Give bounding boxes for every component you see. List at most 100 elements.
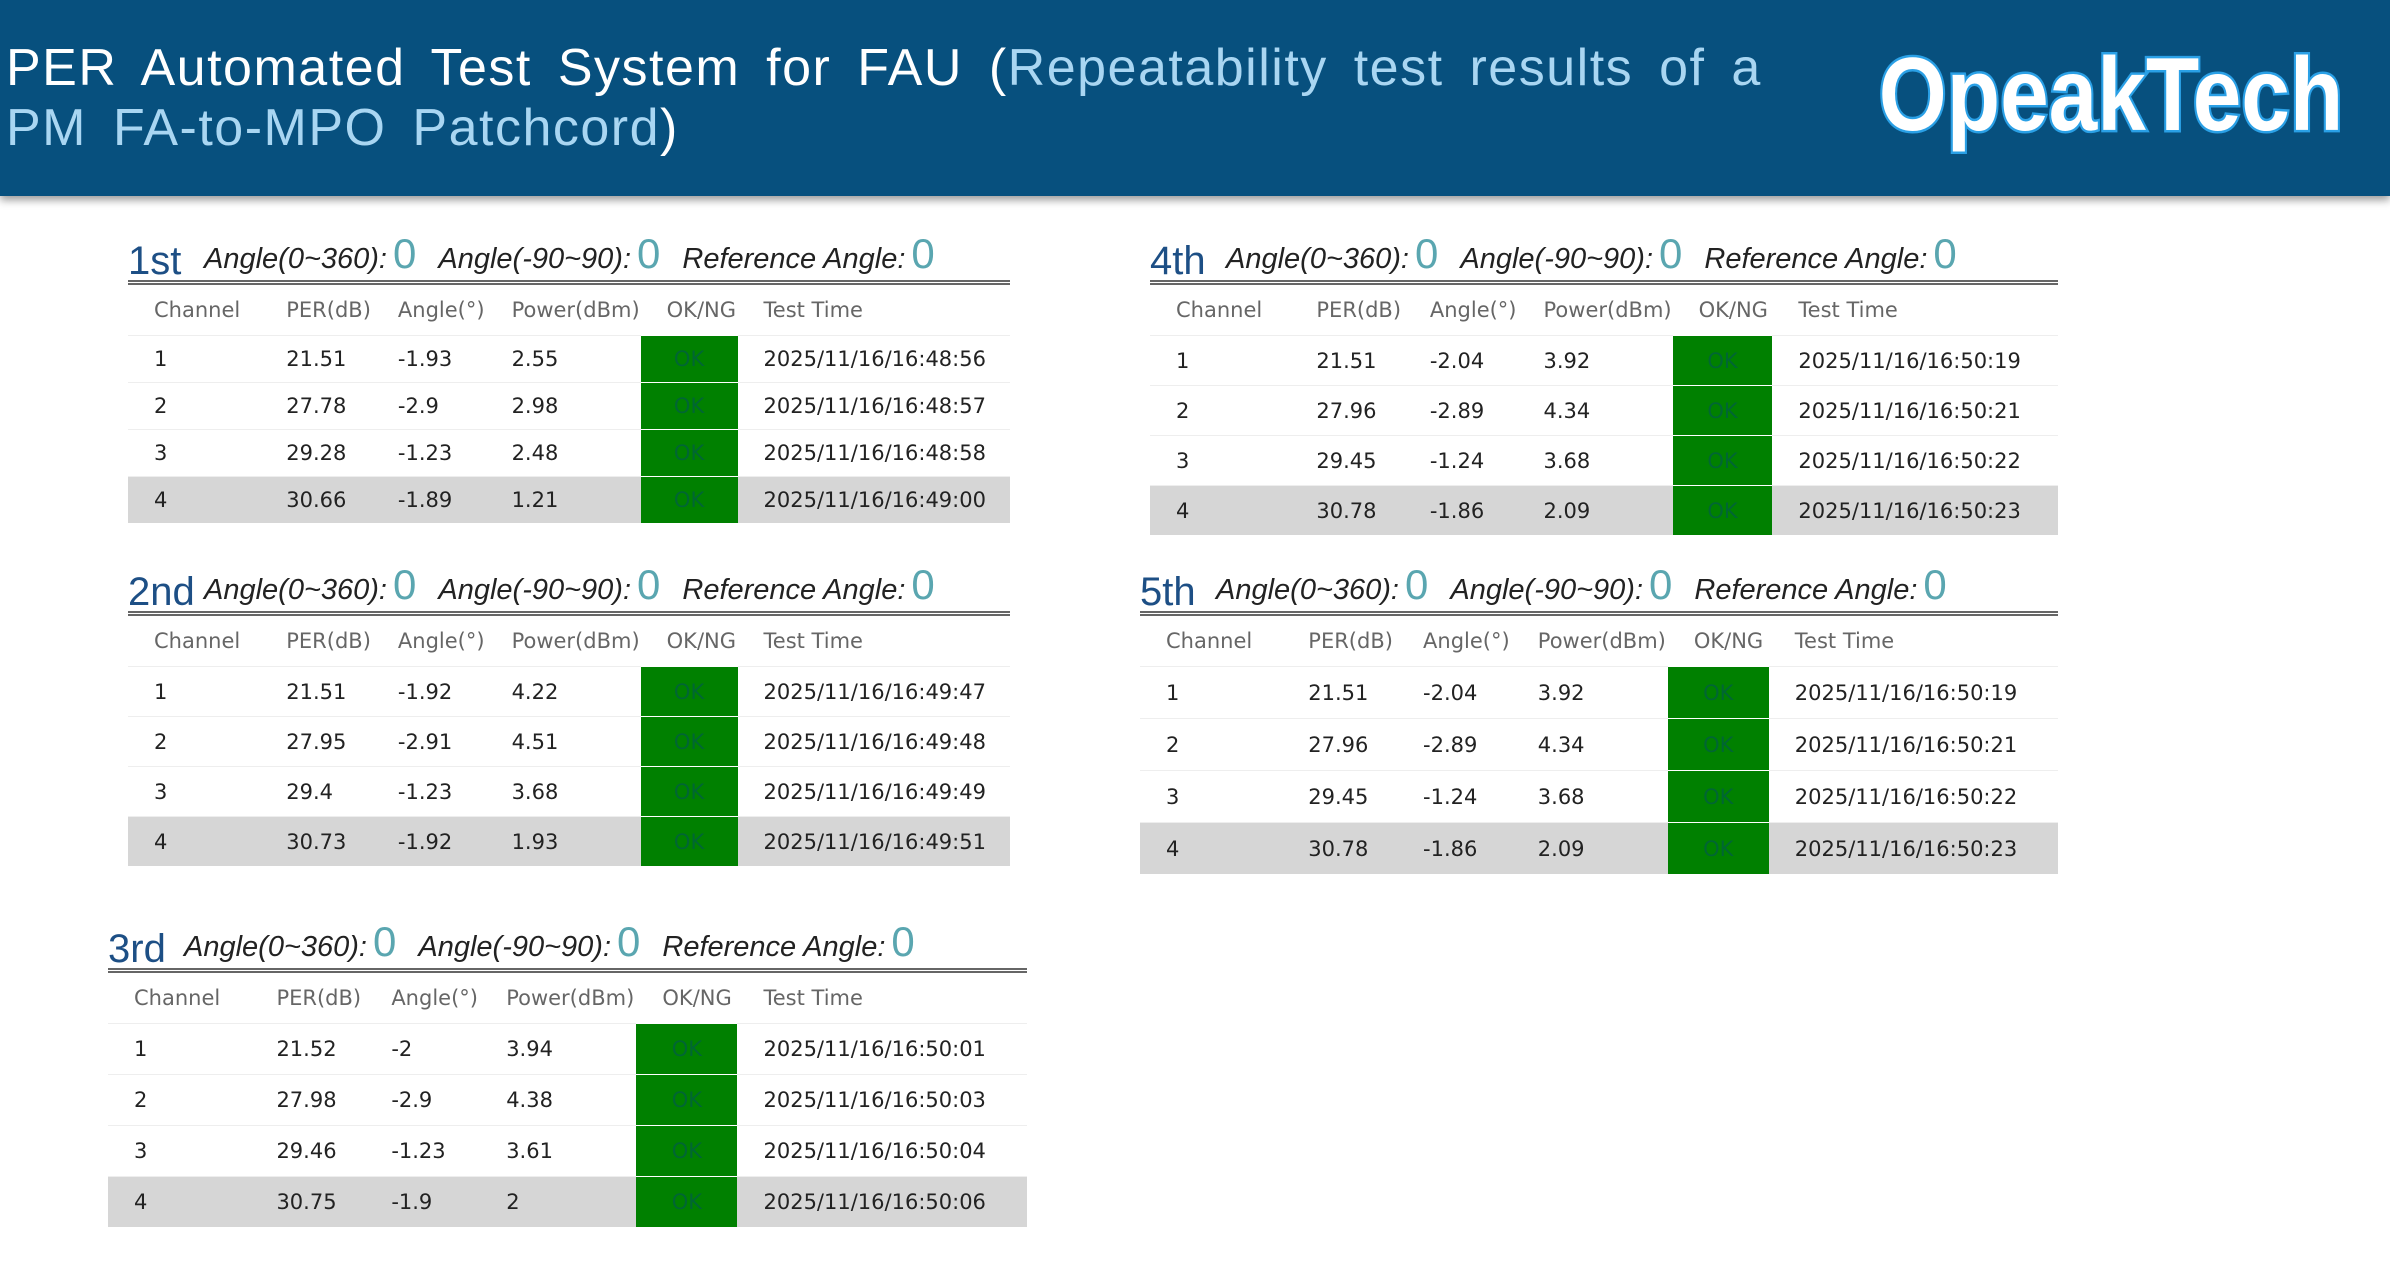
cell: -1.24	[1397, 770, 1512, 823]
angle-fields: Angle(0~360): 0 Angle(-90~90): 0 Reference A…	[184, 918, 937, 966]
cell: 1	[128, 666, 261, 717]
column-header: Angle(°)	[397, 629, 485, 653]
angle-fields: Angle(0~360): 0 Angle(-90~90): 0 Reference A…	[1226, 230, 1979, 278]
angle-label: Angle(-90~90):	[438, 243, 632, 275]
cell: 3	[128, 429, 261, 477]
cell: 2.09	[1511, 822, 1668, 874]
cell: 2025/11/16/16:49:48	[737, 716, 1010, 767]
cell: 27.98	[250, 1074, 366, 1126]
column-header: Channel	[154, 298, 241, 322]
cell: 2025/11/16/16:50:03	[737, 1074, 1027, 1126]
table-row: 2 27.95 -2.91 4.51 OK 2025/11/16/16:49:48	[128, 716, 1010, 767]
cell: -1.86	[1403, 485, 1518, 535]
header-row: Channel PER(dB) Angle(°) Power(dBm) OK/NG Tes…	[108, 973, 1027, 1024]
angle-value: 0	[1659, 230, 1683, 277]
header-row: Channel PER(dB) Angle(°) Power(dBm) OK/NG Tes…	[128, 285, 1010, 336]
panel-label: 5th	[1140, 570, 1196, 614]
cell: -2.04	[1397, 666, 1512, 719]
cell: 1	[108, 1023, 251, 1075]
table-row: 1 21.51 -2.04 3.92 OK 2025/11/16/16:50:19	[1150, 335, 2058, 386]
angle-field: Reference Angle: 0	[662, 918, 914, 966]
column-header: Angle(°)	[1423, 629, 1510, 653]
header-row: Channel PER(dB) Angle(°) Power(dBm) OK/NG Tes…	[128, 616, 1010, 667]
table-row: 1 21.51 -1.93 2.55 OK 2025/11/16/16:48:56	[128, 335, 1010, 383]
table-row: 1 21.51 -1.92 4.22 OK 2025/11/16/16:49:47	[128, 666, 1010, 717]
cell: -1.86	[1397, 822, 1512, 874]
angle-label: Angle(0~360):	[184, 931, 367, 963]
cell: 3	[1140, 770, 1283, 823]
angle-field: Angle(-90~90): 0	[438, 230, 660, 278]
cell: 30.78	[1282, 822, 1398, 874]
status-cell: OK	[1667, 822, 1769, 874]
cell: 2025/11/16/16:49:00	[737, 476, 1010, 523]
status-cell: OK	[640, 716, 738, 767]
cell: 2.98	[485, 382, 641, 430]
cell: 3.92	[1517, 335, 1673, 386]
table-row: 4 30.78 -1.86 2.09 OK 2025/11/16/16:50:23	[1140, 822, 2058, 874]
column-header: Power(dBm)	[506, 986, 635, 1010]
cell: 3.68	[485, 766, 641, 817]
cell: 4.34	[1511, 718, 1668, 771]
cell: 2.48	[485, 429, 641, 477]
cell: -1.89	[371, 476, 486, 523]
panel-title: 5th Angle(0~360): 0 Angle(-90~90): 0 Referenc…	[1140, 553, 2058, 616]
column-header: OK/NG	[666, 629, 736, 653]
cell: -2.04	[1403, 335, 1518, 386]
table-row: 3 29.28 -1.23 2.48 OK 2025/11/16/16:48:58	[128, 429, 1010, 477]
angle-label: Angle(-90~90):	[1450, 574, 1644, 606]
header: PER Automated Test System for FAU (Repea…	[0, 0, 2390, 196]
angle-label: Angle(-90~90):	[438, 574, 632, 606]
column-header: PER(dB)	[1308, 629, 1393, 653]
status-cell: OK	[640, 429, 738, 477]
angle-value: 0	[1415, 230, 1439, 277]
cell: -1.92	[371, 666, 486, 717]
status-cell: OK	[640, 476, 738, 523]
cell: 2	[480, 1176, 637, 1227]
angle-value: 0	[891, 918, 915, 965]
cell: 2025/11/16/16:50:19	[1768, 666, 2058, 719]
cell: -1.93	[371, 335, 486, 383]
cell: 2	[1150, 385, 1291, 436]
panel: 1st Angle(0~360): 0 Angle(-90~90): 0 Referenc…	[128, 222, 1010, 523]
table-row: 3 29.45 -1.24 3.68 OK 2025/11/16/16:50:22	[1150, 435, 2058, 486]
column-header: OK/NG	[666, 298, 736, 322]
cell: 4	[128, 476, 261, 523]
cell: 2	[128, 716, 261, 767]
column-header: Channel	[154, 629, 241, 653]
column-header: Channel	[134, 986, 221, 1010]
status-cell: OK	[640, 382, 738, 430]
cell: 27.96	[1282, 718, 1398, 771]
angle-label: Reference Angle:	[1694, 574, 1918, 606]
cell: 4	[108, 1176, 251, 1227]
status-cell: OK	[640, 335, 738, 383]
angle-field: Angle(0~360): 0	[184, 918, 396, 966]
table-row: 1 21.51 -2.04 3.92 OK 2025/11/16/16:50:19	[1140, 666, 2058, 719]
angle-label: Angle(-90~90):	[1460, 243, 1654, 275]
status-cell: OK	[1667, 718, 1769, 771]
angle-value: 0	[617, 918, 641, 965]
header-row: Channel PER(dB) Angle(°) Power(dBm) OK/NG Tes…	[1150, 285, 2058, 336]
results-table: Channel PER(dB) Angle(°) Power(dBm) OK/NG Tes…	[1140, 616, 2058, 874]
angle-label: Reference Angle:	[682, 574, 906, 606]
angle-label: Reference Angle:	[682, 243, 906, 275]
status-cell: OK	[1672, 385, 1773, 436]
cell: -2.9	[365, 1074, 481, 1126]
cell: 21.51	[1282, 666, 1398, 719]
panel: 4th Angle(0~360): 0 Angle(-90~90): 0 Referenc…	[1150, 222, 2058, 535]
angle-value: 0	[1933, 230, 1957, 277]
angle-field: Angle(-90~90): 0	[418, 918, 640, 966]
panel: 2nd Angle(0~360): 0 Angle(-90~90): 0 Referenc…	[128, 553, 1010, 866]
column-header: Channel	[1166, 629, 1253, 653]
angle-value: 0	[1649, 561, 1673, 608]
angle-value: 0	[637, 230, 661, 277]
cell: -2.89	[1403, 385, 1518, 436]
cell: 3.68	[1511, 770, 1668, 823]
cell: 2025/11/16/16:48:58	[737, 429, 1010, 477]
cell: -1.24	[1403, 435, 1518, 486]
column-header: Test Time	[763, 298, 863, 322]
angle-label: Angle(0~360):	[204, 574, 387, 606]
table-row: 4 30.75 -1.9 2 OK 2025/11/16/16:50:06	[108, 1176, 1027, 1227]
title-main: PER Automated Test System for FAU (	[6, 39, 1008, 97]
status-cell: OK	[1672, 435, 1773, 486]
cell: -1.23	[371, 429, 486, 477]
